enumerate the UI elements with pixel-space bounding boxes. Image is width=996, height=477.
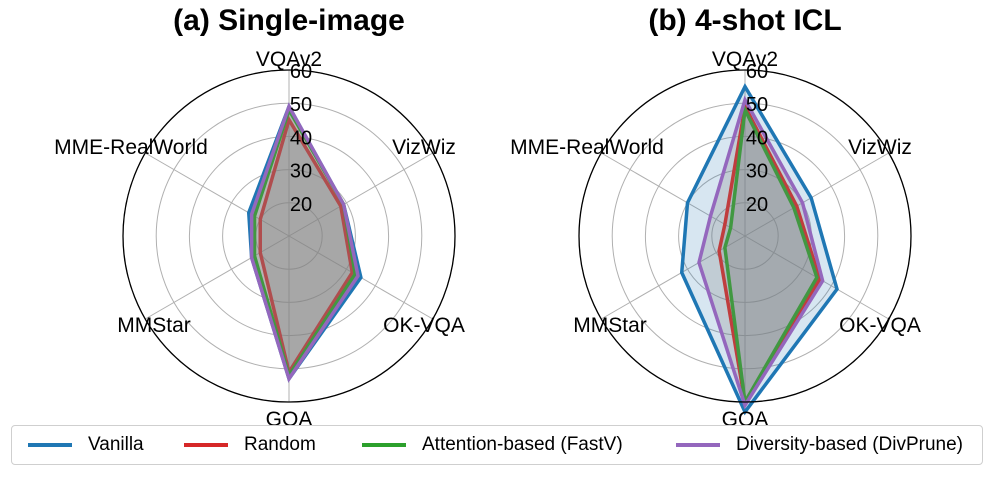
radial-tick-label: 50 bbox=[290, 94, 312, 116]
axis-label-ok-vqa: OK-VQA bbox=[383, 314, 465, 337]
axis-label-vqav2: VQAv2 bbox=[712, 48, 778, 71]
radial-tick-label: 40 bbox=[746, 127, 768, 149]
outer-frame bbox=[122, 69, 456, 403]
outer-frame bbox=[578, 69, 912, 403]
radial-tick-label: 60 bbox=[290, 61, 312, 83]
legend-swatch-fastv bbox=[362, 443, 406, 447]
grid-spoke bbox=[144, 152, 290, 237]
legend: Vanilla Random Attention-based (FastV) D… bbox=[11, 425, 983, 465]
axis-label-mmstar: MMStar bbox=[573, 314, 647, 337]
legend-label-random: Random bbox=[244, 434, 316, 455]
radial-tick-label: 60 bbox=[746, 61, 768, 83]
legend-item-random: Random bbox=[184, 426, 316, 464]
axis-label-vqav2: VQAv2 bbox=[256, 48, 322, 71]
axis-label-ok-vqa: OK-VQA bbox=[839, 314, 921, 337]
legend-label-divprune: Diversity-based (DivPrune) bbox=[736, 434, 964, 455]
radial-tick-label: 50 bbox=[746, 94, 768, 116]
axis-label-gqa: GQA bbox=[722, 408, 769, 425]
figure: (a) Single-image2030405060VQAv2VizWizOK-… bbox=[54, 4, 921, 425]
axis-label-gqa: GQA bbox=[266, 408, 313, 425]
radial-tick-label: 20 bbox=[290, 194, 312, 216]
grid-spoke bbox=[144, 235, 290, 320]
series-diversity-based-divprune bbox=[697, 95, 825, 410]
legend-item-vanilla: Vanilla bbox=[28, 426, 144, 464]
axis-label-vizwiz: VizWiz bbox=[392, 136, 456, 159]
axis-label-mme-realworld: MME-RealWorld bbox=[510, 136, 664, 159]
legend-label-fastv: Attention-based (FastV) bbox=[422, 434, 623, 455]
axis-label-mmstar: MMStar bbox=[117, 314, 191, 337]
radial-tick-label: 20 bbox=[746, 194, 768, 216]
chart-title: (b) 4-shot ICL bbox=[648, 4, 841, 37]
radial-tick-label: 30 bbox=[290, 161, 312, 183]
legend-swatch-vanilla bbox=[28, 443, 72, 447]
legend-item-divprune: Diversity-based (DivPrune) bbox=[676, 426, 963, 464]
axis-label-mme-realworld: MME-RealWorld bbox=[54, 136, 208, 159]
legend-item-fastv: Attention-based (FastV) bbox=[362, 426, 623, 464]
radial-tick-label: 30 bbox=[746, 161, 768, 183]
grid-spoke bbox=[600, 152, 746, 237]
legend-swatch-random bbox=[184, 443, 228, 447]
grid-spoke bbox=[288, 152, 434, 237]
chart-title: (a) Single-image bbox=[173, 4, 405, 37]
legend-label-vanilla: Vanilla bbox=[88, 434, 144, 455]
series-diversity-based-divprune bbox=[249, 102, 360, 383]
axis-label-vizwiz: VizWiz bbox=[848, 136, 912, 159]
radial-tick-label: 40 bbox=[290, 127, 312, 149]
grid-spoke bbox=[744, 152, 890, 237]
legend-swatch-divprune bbox=[676, 443, 720, 447]
